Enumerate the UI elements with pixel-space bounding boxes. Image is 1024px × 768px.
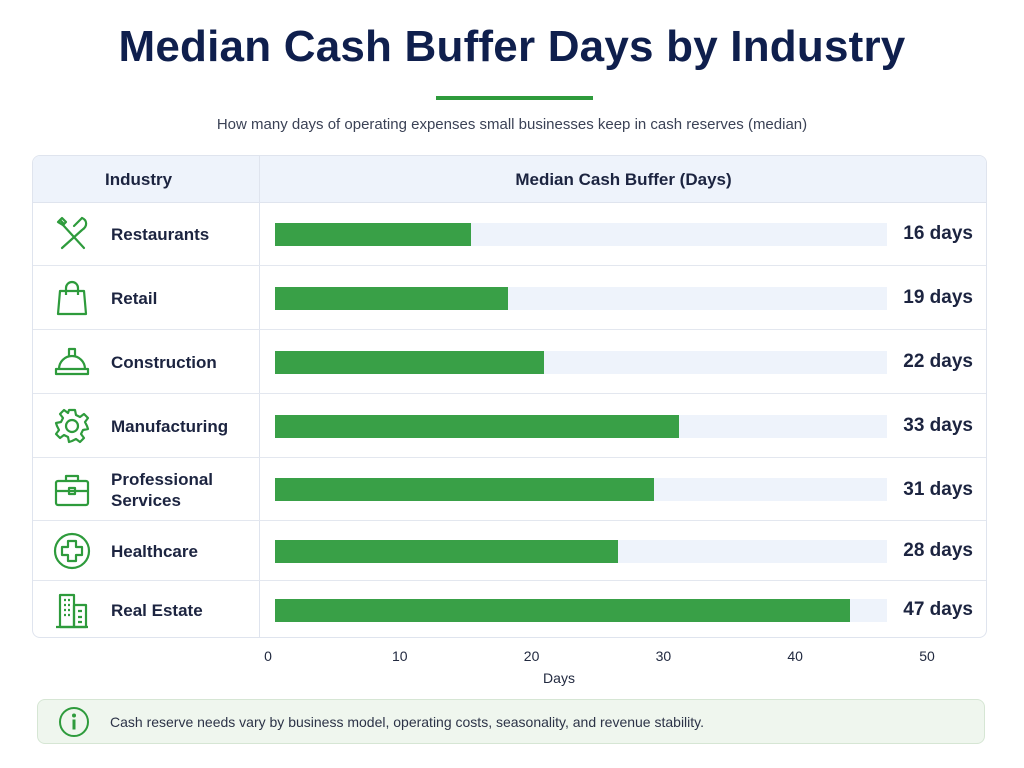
hard-hat-icon [52, 342, 92, 382]
bar [275, 414, 679, 438]
chart-row-restaurants: Restaurants 16 days [33, 202, 986, 266]
table-header: Industry Median Cash Buffer (Days) [33, 156, 986, 203]
title-underline [436, 96, 593, 100]
info-icon [58, 706, 90, 738]
data-label: 28 days [903, 540, 973, 561]
category-label: Manufacturing [111, 416, 229, 436]
category-label: Professional Services [111, 469, 214, 510]
bar-track [275, 222, 887, 246]
bar-track [275, 598, 887, 622]
bar [275, 478, 655, 501]
header-industry: Industry [105, 170, 173, 189]
x-axis-label: Days [543, 670, 575, 686]
chart-row-manufacturing: Manufacturing 33 days [33, 394, 986, 458]
footer-note-text: Cash reserve needs vary by business mode… [110, 714, 705, 730]
chart-row-retail: Retail 19 days [33, 266, 986, 330]
bar [275, 598, 851, 622]
bar [275, 286, 508, 310]
x-tick-label: 40 [787, 648, 803, 664]
category-label: Restaurants [111, 224, 210, 244]
data-label: 47 days [903, 599, 973, 620]
bar [275, 539, 618, 563]
bar-track [275, 414, 887, 438]
category-label: Healthcare [111, 541, 198, 561]
building-icon [52, 590, 92, 630]
column-divider [259, 156, 260, 637]
data-label: 19 days [903, 287, 973, 308]
chart-subtitle: How many days of operating expenses smal… [216, 116, 808, 133]
header-value: Median Cash Buffer (Days) [515, 170, 732, 189]
category-label: Real Estate [111, 600, 203, 620]
medical-cross-icon [52, 531, 92, 571]
bar-track [275, 539, 887, 563]
x-tick-label: 0 [264, 648, 272, 664]
utensils-icon [52, 214, 92, 254]
x-tick-label: 20 [523, 648, 540, 664]
chart-row-professional-services: Professional Services 31 days [33, 458, 986, 521]
bar [275, 350, 545, 374]
category-label: Construction [111, 352, 217, 372]
bar-track [275, 286, 887, 310]
briefcase-icon [52, 470, 92, 510]
data-label: 22 days [903, 351, 973, 372]
x-tick-label: 10 [392, 648, 408, 664]
data-label: 16 days [903, 223, 973, 244]
chart-row-real-estate: Real Estate 47 days [33, 581, 986, 637]
chart-title: Median Cash Buffer Days by Industry [118, 22, 906, 71]
chart-row-healthcare: Healthcare 28 days [33, 521, 986, 581]
chart-row-construction: Construction 22 days [33, 330, 986, 394]
x-tick-label: 30 [655, 648, 672, 664]
footer-note: Cash reserve needs vary by business mode… [37, 699, 985, 744]
chart-table: Industry Median Cash Buffer (Days) Resta… [32, 155, 987, 638]
data-label: 31 days [903, 478, 973, 500]
bar-track [275, 478, 887, 501]
bar [275, 222, 471, 246]
gear-icon [52, 406, 92, 446]
data-label: 33 days [903, 415, 973, 436]
shopping-bag-icon [52, 278, 92, 318]
category-label: Retail [111, 288, 158, 308]
x-tick-label: 50 [919, 648, 935, 664]
bar-track [275, 350, 887, 374]
